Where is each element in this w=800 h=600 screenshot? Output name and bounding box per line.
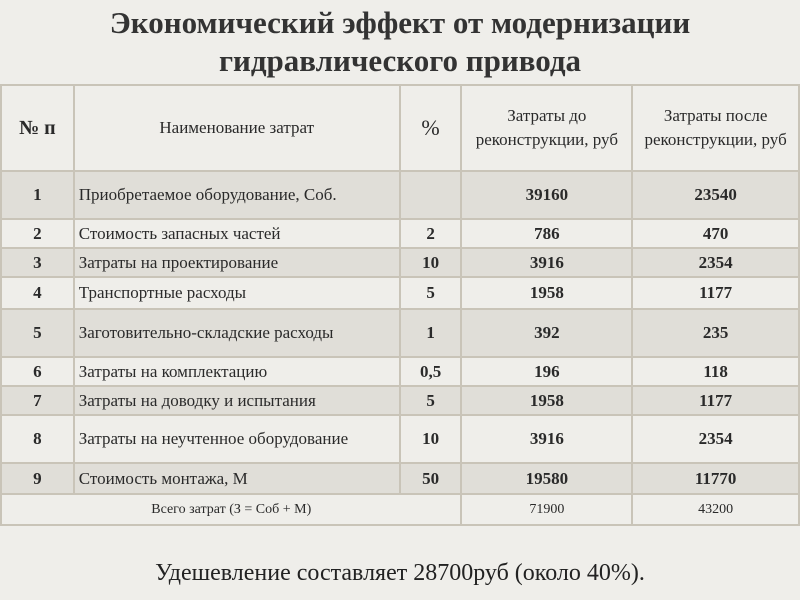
table-row: 1 Приобретаемое оборудование, Соб. 39160 23… xyxy=(0,170,800,220)
row-before: 3916 xyxy=(460,247,634,278)
table-row: 2 Стоимость запасных частей 2 786 470 xyxy=(0,218,800,249)
row-percent xyxy=(398,170,463,220)
total-after: 43200 xyxy=(631,493,800,526)
row-before: 3916 xyxy=(460,414,634,464)
row-name: Стоимость запасных частей xyxy=(72,218,401,249)
row-after: 11770 xyxy=(631,462,800,495)
title-line-1: Экономический эффект от модернизации xyxy=(109,5,691,40)
table-row: 4 Транспортные расходы 5 1958 1177 xyxy=(0,276,800,310)
row-number: 9 xyxy=(0,462,75,495)
row-name: Затраты на комплектацию xyxy=(72,356,401,387)
row-name: Заготовительно-складские расходы xyxy=(72,308,401,358)
row-percent: 5 xyxy=(398,385,463,416)
row-percent: 1 xyxy=(398,308,463,358)
row-before: 1958 xyxy=(460,276,634,310)
row-number: 3 xyxy=(0,247,75,278)
row-number: 6 xyxy=(0,356,75,387)
header-before: Затраты до реконструкции, руб xyxy=(460,84,634,172)
table-row: 6 Затраты на комплектацию 0,5 196 118 xyxy=(0,356,800,387)
row-percent: 50 xyxy=(398,462,463,495)
header-after: Затраты после реконструкции, руб xyxy=(631,84,800,172)
savings-text: Удешевление составляет 28700руб (около 4… xyxy=(155,560,645,586)
header-row: № п Наименование затрат % Затраты до рек… xyxy=(0,84,800,172)
header-percent: % xyxy=(398,84,463,172)
row-name: Стоимость монтажа, М xyxy=(72,462,401,495)
row-before: 392 xyxy=(460,308,634,358)
row-name: Затраты на доводку и испытания xyxy=(72,385,401,416)
row-percent: 0,5 xyxy=(398,356,463,387)
row-after: 2354 xyxy=(631,247,800,278)
total-label: Всего затрат (З = Соб + М) xyxy=(0,493,463,526)
row-before: 786 xyxy=(460,218,634,249)
row-before: 196 xyxy=(460,356,634,387)
row-before: 19580 xyxy=(460,462,634,495)
row-number: 4 xyxy=(0,276,75,310)
row-after: 1177 xyxy=(631,385,800,416)
cost-table: № п Наименование затрат % Затраты до рек… xyxy=(0,84,800,526)
row-percent: 5 xyxy=(398,276,463,310)
row-percent: 2 xyxy=(398,218,463,249)
row-number: 7 xyxy=(0,385,75,416)
row-name: Приобретаемое оборудование, Соб. xyxy=(72,170,401,220)
row-after: 235 xyxy=(631,308,800,358)
table-row: 5 Заготовительно-складские расходы 1 392 235 xyxy=(0,308,800,358)
title-line-2: гидравлического привода xyxy=(218,43,582,78)
row-after: 23540 xyxy=(631,170,800,220)
row-after: 470 xyxy=(631,218,800,249)
header-number: № п xyxy=(0,84,75,172)
table-row: 3 Затраты на проектирование 10 3916 2354 xyxy=(0,247,800,278)
row-name: Затраты на проектирование xyxy=(72,247,401,278)
total-row: Всего затрат (З = Соб + М) 71900 43200 xyxy=(0,493,800,526)
table-row: 9 Стоимость монтажа, М 50 19580 11770 xyxy=(0,462,800,495)
row-name: Транспортные расходы xyxy=(72,276,401,310)
total-before: 71900 xyxy=(460,493,634,526)
row-after: 1177 xyxy=(631,276,800,310)
row-number: 5 xyxy=(0,308,75,358)
row-percent: 10 xyxy=(398,414,463,464)
table-row: 7 Затраты на доводку и испытания 5 1958 1177 xyxy=(0,385,800,416)
row-before: 39160 xyxy=(460,170,634,220)
row-percent: 10 xyxy=(398,247,463,278)
row-before: 1958 xyxy=(460,385,634,416)
row-after: 2354 xyxy=(631,414,800,464)
slide-title: Экономический эффект от модернизации гид… xyxy=(0,4,800,80)
table-row: 8 Затраты на неучтенное оборудование 10 391… xyxy=(0,414,800,464)
row-number: 1 xyxy=(0,170,75,220)
row-name: Затраты на неучтенное оборудование xyxy=(72,414,401,464)
header-name: Наименование затрат xyxy=(72,84,401,172)
row-after: 118 xyxy=(631,356,800,387)
row-number: 8 xyxy=(0,414,75,464)
row-number: 2 xyxy=(0,218,75,249)
